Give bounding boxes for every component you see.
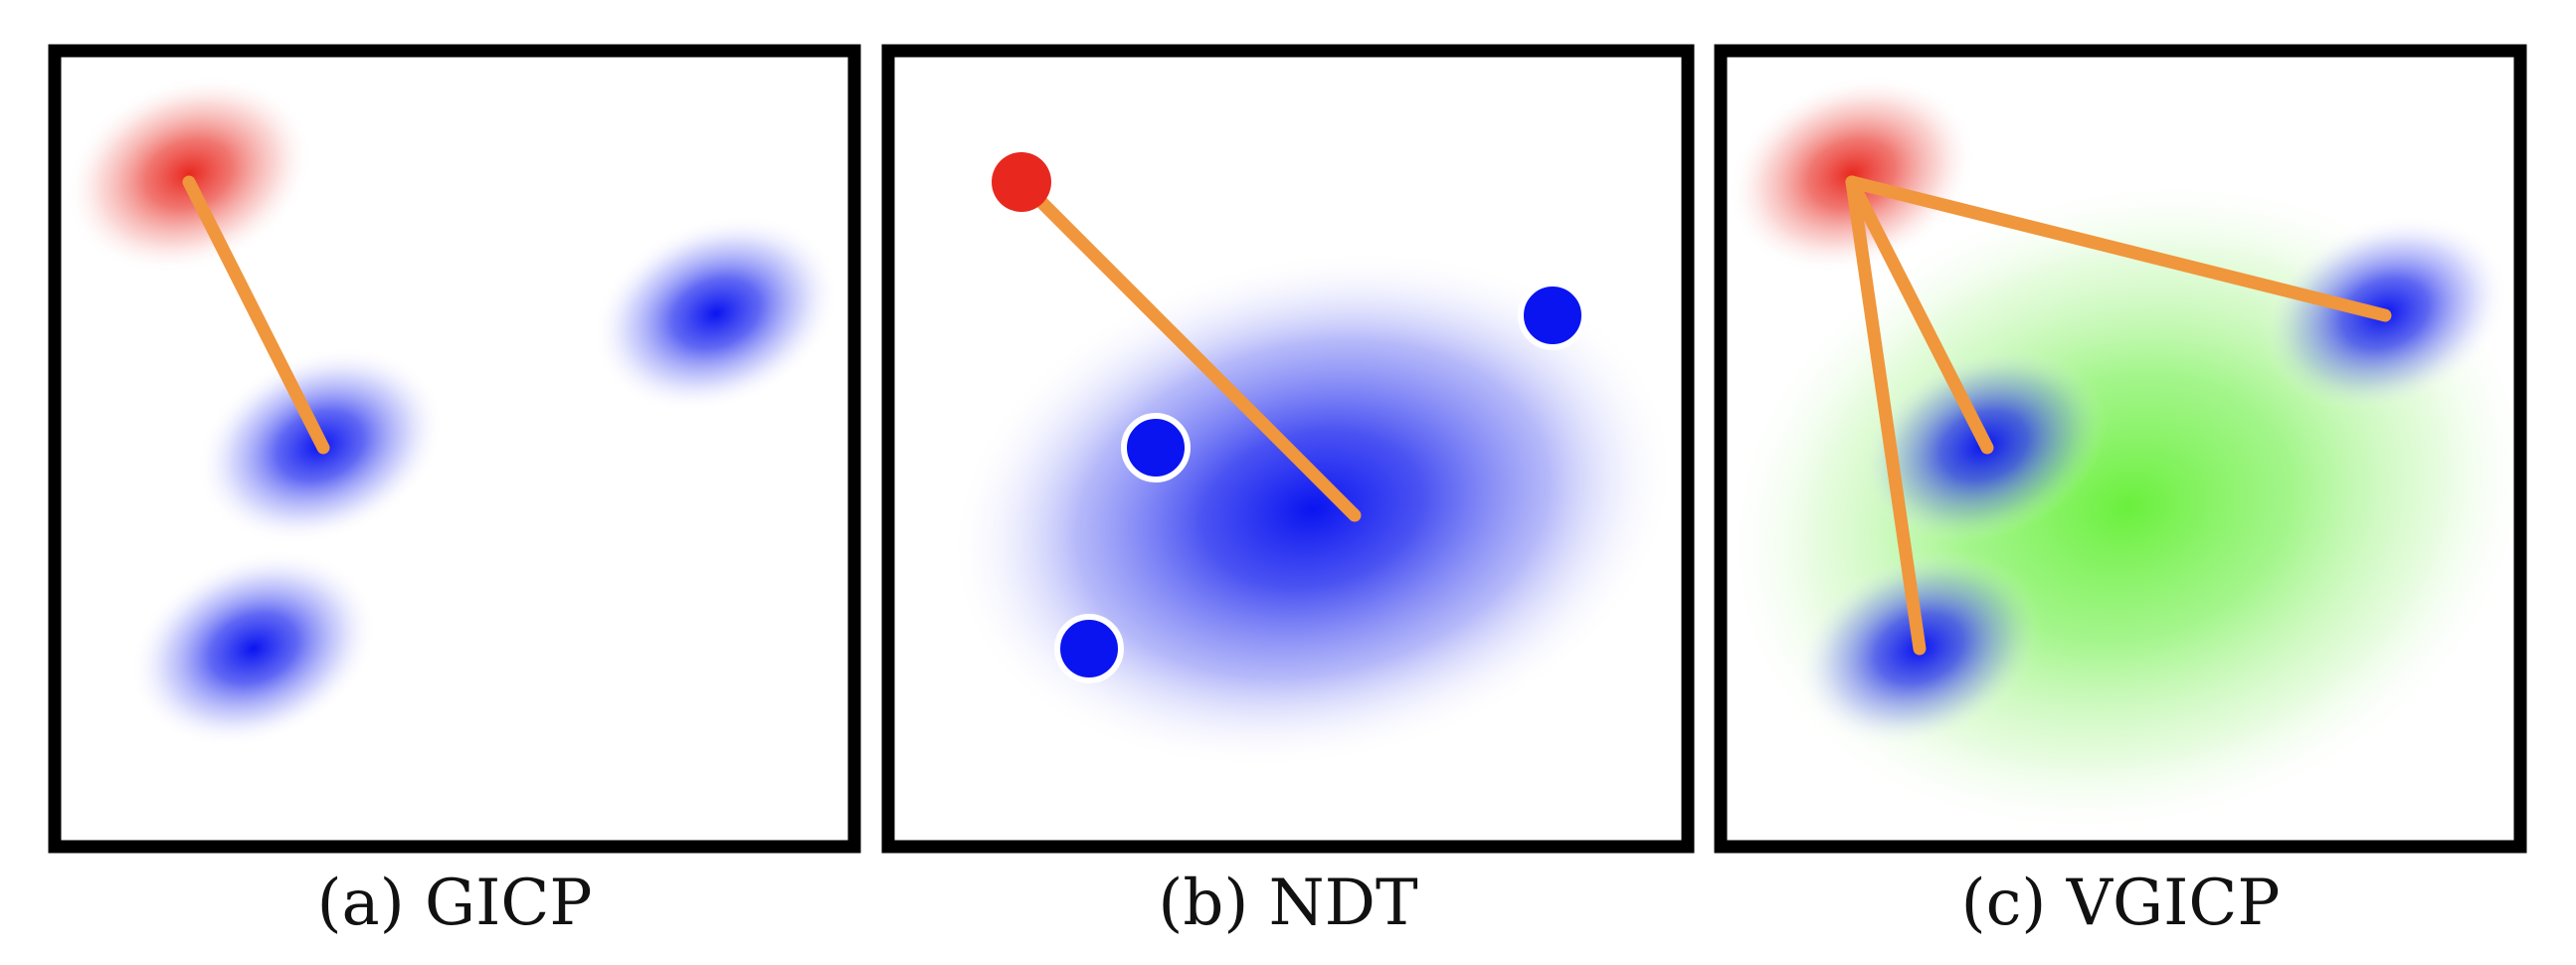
panel-vgicp — [1714, 44, 2541, 854]
caption-ndt: (b) NDT — [1158, 867, 1418, 940]
caption-gicp: (a) GICP — [316, 867, 593, 940]
correspondence-line — [182, 175, 330, 455]
target-point-blue — [1054, 614, 1124, 683]
correspondence-line — [1845, 175, 2392, 322]
panel-frame — [881, 44, 1695, 854]
panel-frame — [48, 44, 861, 854]
target-point-blue — [1518, 281, 1587, 350]
panel-ndt — [881, 44, 1695, 854]
panel-frame — [1714, 44, 2527, 854]
source-point-red — [992, 152, 1051, 212]
target-distribution-blue — [593, 215, 839, 412]
panel-gicp — [48, 44, 861, 854]
correspondence-line — [1845, 175, 1927, 656]
target-point-blue — [1121, 413, 1191, 482]
caption-vgicp: (c) VGICP — [1960, 867, 2281, 940]
target-distribution-blue — [130, 550, 377, 747]
source-distribution-red — [1728, 75, 1976, 274]
voxel-distribution-blue — [949, 249, 1677, 770]
source-distribution-red — [65, 75, 313, 274]
correspondence-line — [1014, 175, 1362, 522]
correspondence-line — [1845, 175, 1994, 455]
